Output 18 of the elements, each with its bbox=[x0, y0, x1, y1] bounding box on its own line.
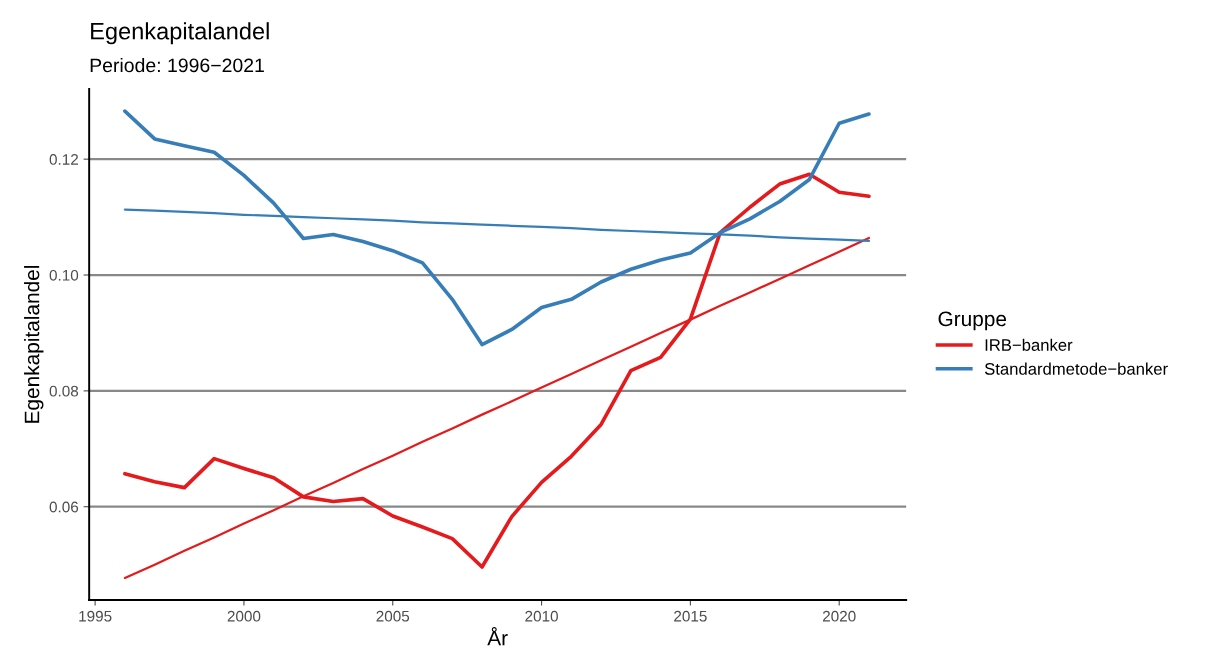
y-tick-label: 0.08 bbox=[49, 385, 79, 397]
legend-title: Gruppe bbox=[938, 311, 1007, 331]
x-axis-title: År bbox=[487, 627, 508, 646]
x-tick-label: 1995 bbox=[79, 610, 112, 622]
y-tick-label: 0.10 bbox=[49, 269, 79, 281]
x-tick-label: 2015 bbox=[674, 610, 707, 622]
line-series bbox=[123, 109, 871, 347]
x-tick-label: 2005 bbox=[376, 610, 410, 622]
x-tick-label: 2000 bbox=[227, 610, 261, 622]
x-tick-label: 2010 bbox=[525, 610, 558, 622]
y-axis-title: Egenkapitalandel bbox=[24, 265, 44, 423]
y-tick-label: 0.12 bbox=[49, 154, 78, 165]
legend-label: IRB−banker bbox=[985, 338, 1073, 351]
x-tick-label: 2020 bbox=[822, 610, 856, 622]
chart-subtitle: Periode: 1996−2021 bbox=[90, 57, 264, 73]
y-tick-label: 0.06 bbox=[49, 501, 79, 513]
chart-title: Egenkapitalandel bbox=[91, 22, 269, 45]
legend-label: Standardmetode−banker bbox=[984, 362, 1168, 375]
